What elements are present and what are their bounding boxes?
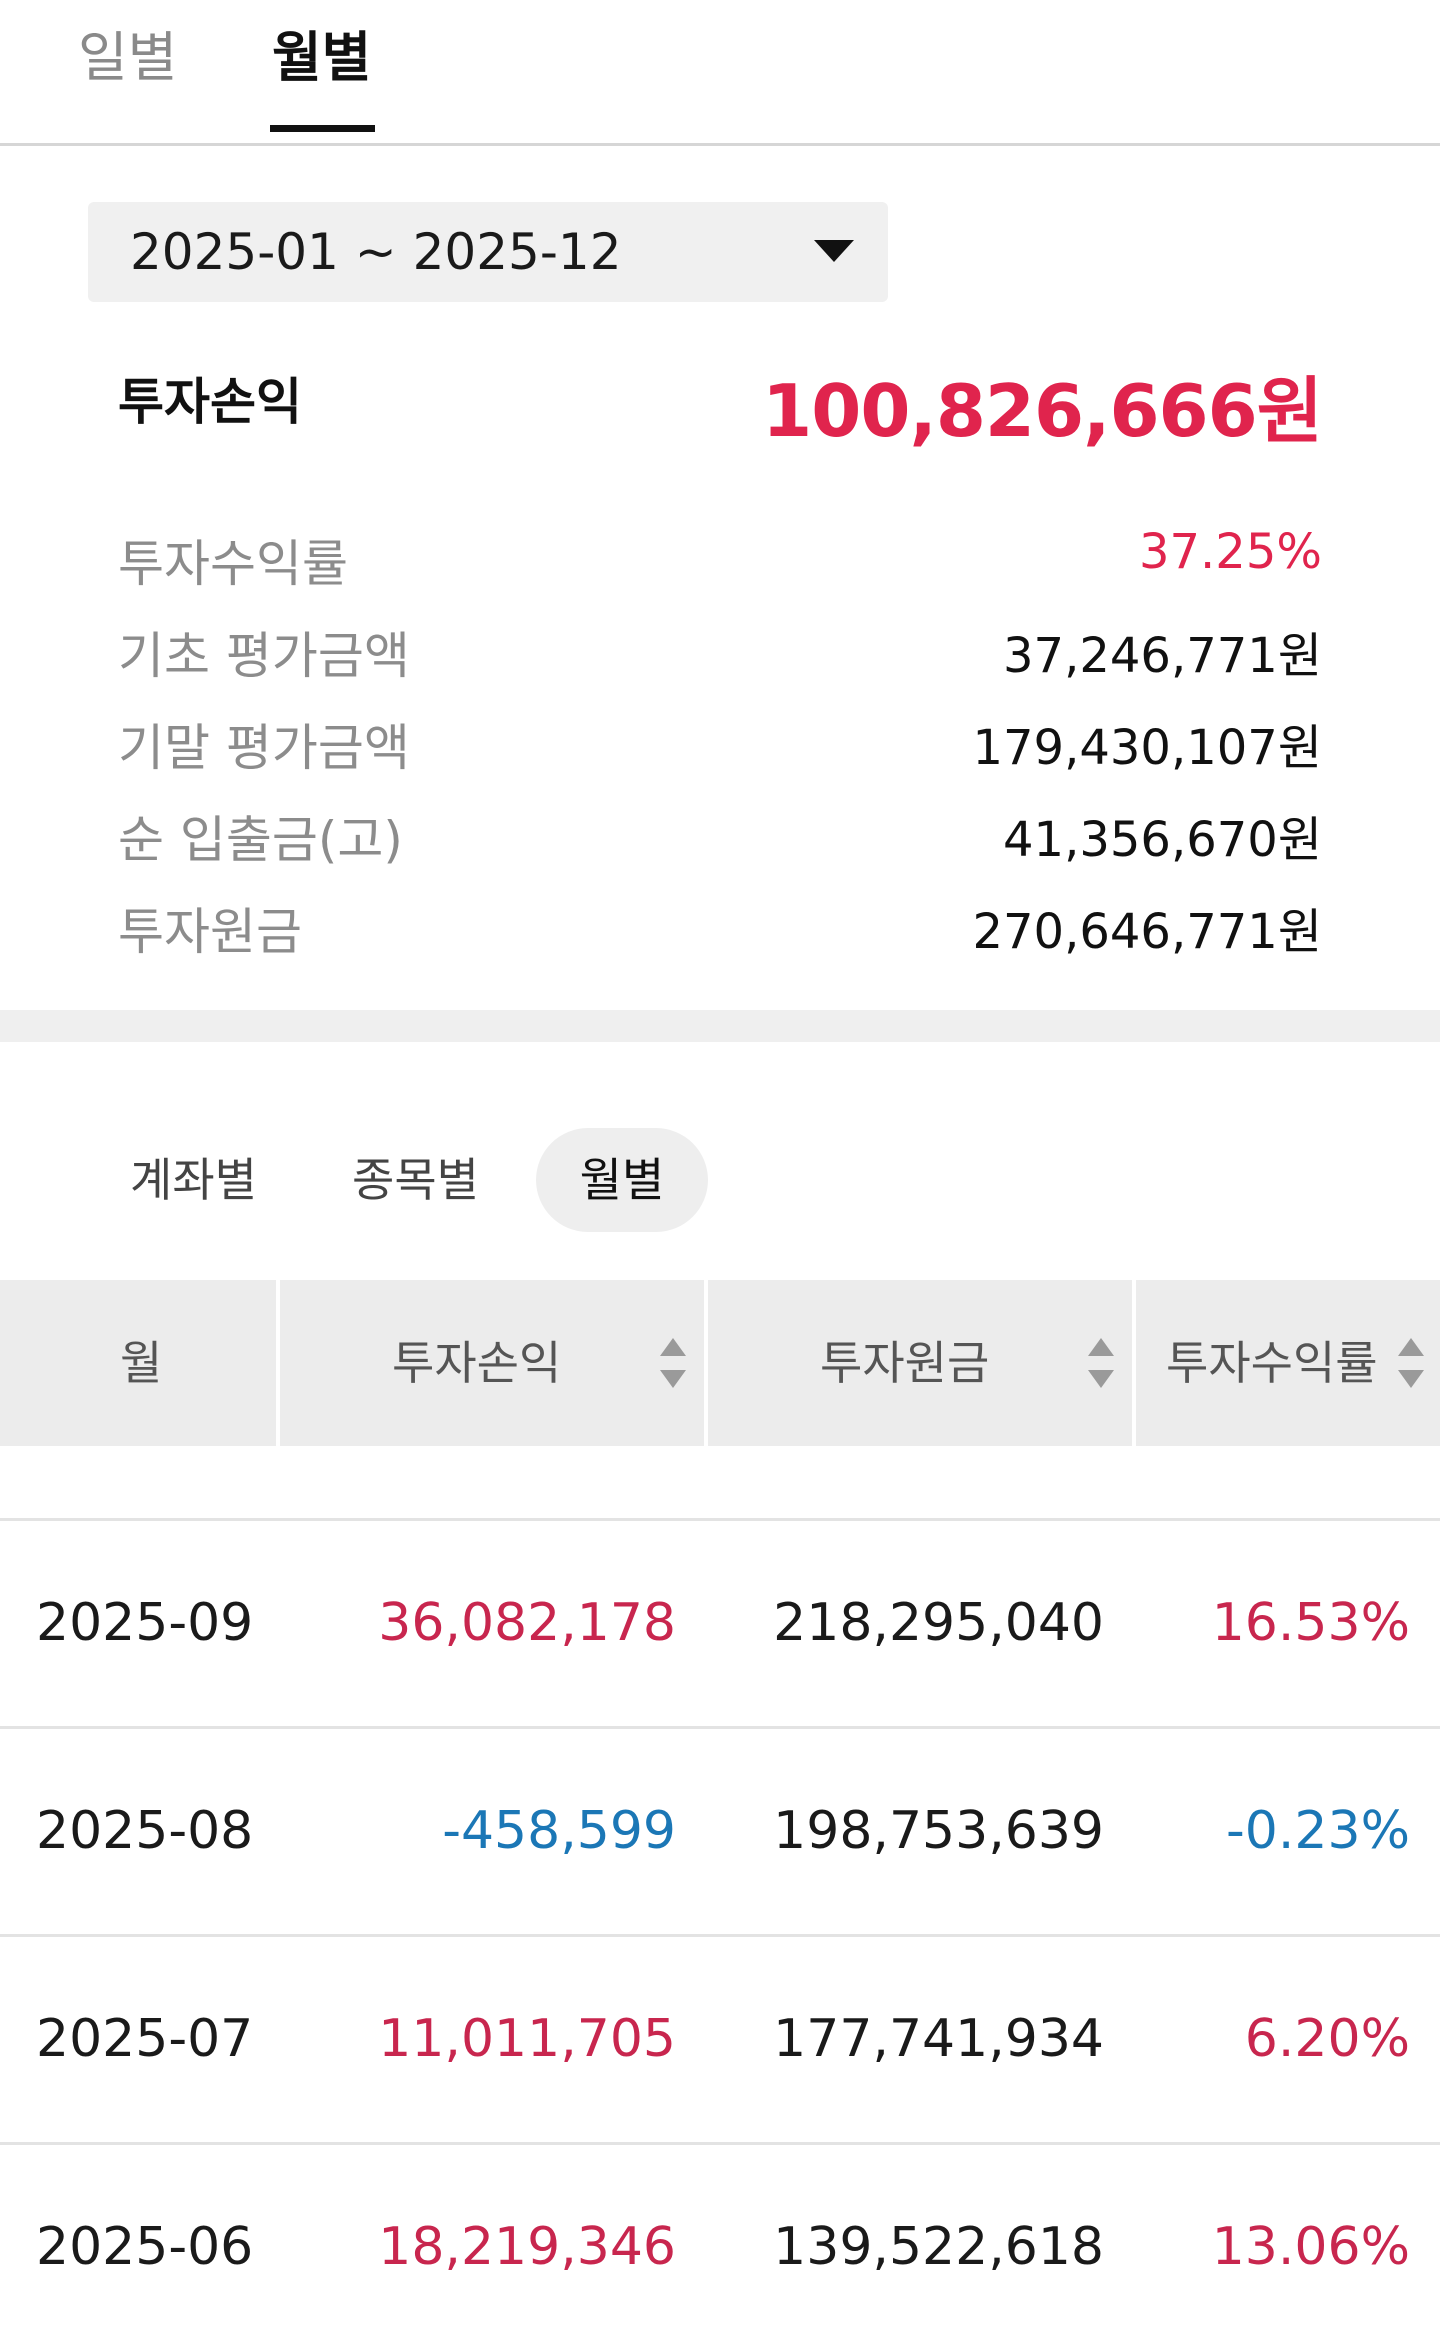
table-row[interactable]: 2025-09 36,082,178 218,295,040 16.53% [0, 1518, 1440, 1726]
stat-value: 37,246,771원 [1003, 628, 1322, 684]
table-row[interactable]: 2025-07 11,011,705 177,741,934 6.20% [0, 1934, 1440, 2142]
cell-principal: 139,522,618 [773, 2217, 1104, 2277]
stat-label: 기초 평가금액 [118, 627, 410, 685]
cell-principal: 177,741,934 [773, 2009, 1104, 2069]
cell-month: 2025-06 [36, 2217, 254, 2277]
cell-return-rate: 13.06% [1211, 2217, 1410, 2277]
cell-profit: 11,011,705 [378, 2009, 676, 2069]
sort-icon[interactable] [1398, 1338, 1424, 1388]
tab-monthly[interactable]: 월별 [269, 18, 376, 132]
header-profit[interactable]: 투자손익 [392, 1336, 562, 1390]
section-divider [0, 1010, 1440, 1042]
caret-down-icon [814, 240, 854, 262]
tab-by-account[interactable]: 계좌별 [130, 1153, 257, 1207]
cell-month: 2025-09 [36, 1593, 254, 1653]
cell-month: 2025-07 [36, 2009, 254, 2069]
summary-profit-value: 100,826,666원 [762, 369, 1323, 453]
period-select[interactable]: 2025-01 ~ 2025-12 [88, 202, 888, 302]
sort-icon[interactable] [660, 1338, 686, 1388]
cell-month: 2025-08 [36, 1801, 254, 1861]
cell-principal: 198,753,639 [773, 1801, 1104, 1861]
header-return-rate[interactable]: 투자수익률 [1166, 1336, 1378, 1390]
table-row[interactable]: 2025-08 -458,599 198,753,639 -0.23% [0, 1726, 1440, 1934]
cell-profit: 18,219,346 [378, 2217, 676, 2277]
stat-return-rate: 투자수익률 37.25% [118, 524, 1322, 594]
cell-return-rate: 16.53% [1211, 1593, 1410, 1653]
period-type-tabs: 일별 월별 [0, 0, 1440, 146]
stat-principal: 투자원금 270,646,771원 [118, 892, 1322, 962]
period-select-value: 2025-01 ~ 2025-12 [130, 223, 622, 281]
header-month: 월 [120, 1336, 163, 1390]
cell-return-rate: -0.23% [1226, 1801, 1410, 1861]
tab-by-stock[interactable]: 종목별 [352, 1153, 479, 1207]
summary-title: 투자손익 [118, 373, 302, 431]
tab-daily[interactable]: 일별 [78, 26, 178, 89]
stat-net-flow: 순 입출금(고) 41,356,670원 [118, 800, 1322, 870]
cell-profit: -458,599 [442, 1801, 676, 1861]
stat-begin-valuation: 기초 평가금액 37,246,771원 [118, 616, 1322, 686]
stat-value: 41,356,670원 [1003, 812, 1322, 868]
stat-label: 투자수익률 [118, 535, 348, 593]
cell-profit: 36,082,178 [378, 1593, 676, 1653]
table-header: 월 투자손익 투자원금 투자수익률 [0, 1280, 1440, 1446]
cell-principal: 218,295,040 [773, 1593, 1104, 1653]
stat-label: 투자원금 [118, 903, 302, 961]
stat-label: 순 입출금(고) [118, 811, 403, 869]
stat-label: 기말 평가금액 [118, 719, 410, 777]
stat-end-valuation: 기말 평가금액 179,430,107원 [118, 708, 1322, 778]
sort-icon[interactable] [1088, 1338, 1114, 1388]
header-divider [276, 1280, 280, 1446]
stat-value: 179,430,107원 [972, 720, 1322, 776]
header-divider [704, 1280, 708, 1446]
cell-return-rate: 6.20% [1244, 2009, 1410, 2069]
header-divider [1132, 1280, 1136, 1446]
header-principal[interactable]: 투자원금 [820, 1336, 990, 1390]
stat-value: 270,646,771원 [972, 904, 1322, 960]
stat-value: 37.25% [1138, 524, 1322, 580]
tab-by-month[interactable]: 월별 [536, 1128, 708, 1232]
table-row[interactable]: 2025-06 18,219,346 139,522,618 13.06% [0, 2142, 1440, 2341]
